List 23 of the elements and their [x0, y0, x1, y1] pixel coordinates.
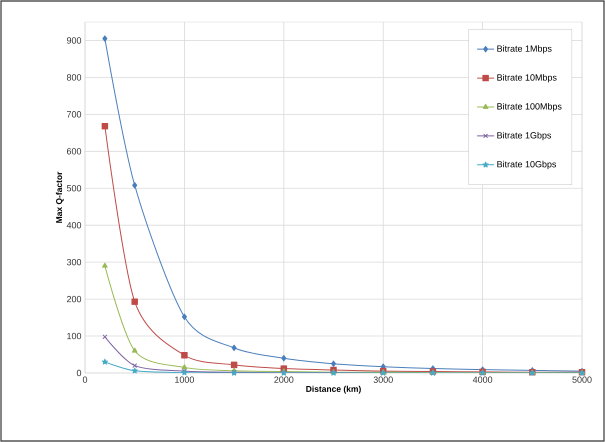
legend-label: Bitrate 1Mbps: [497, 45, 552, 54]
y-tick-label: 800: [66, 74, 82, 81]
x-tick-label: 2000: [274, 376, 294, 383]
x-tick-label: 3000: [374, 376, 393, 383]
legend-label: Bitrate 10Mbps: [497, 74, 557, 82]
legend-label: Bitrate 100Mbps: [497, 102, 562, 112]
x-tick-label: 0: [82, 376, 88, 383]
y-tick-label: 400: [66, 222, 82, 228]
y-axis-title: Max Q-factor: [56, 172, 64, 223]
y-tick-label: 500: [66, 185, 82, 192]
y-tick-label: 200: [66, 296, 82, 302]
y-tick-label: 100: [67, 332, 82, 340]
x-axis-title: Distance (km): [306, 386, 361, 394]
y-tick-label: 900: [66, 37, 82, 44]
legend-label: Bitrate 1Gbps: [497, 132, 552, 140]
y-tick-label: 0: [76, 370, 82, 376]
x-tick-label: 4000: [472, 376, 492, 383]
legend-label: Bitrate 10Gbps: [497, 160, 556, 170]
y-tick-label: 700: [66, 111, 82, 118]
y-tick-label: 600: [66, 148, 82, 154]
x-tick-label: 5000: [572, 376, 592, 383]
x-tick-label: 1000: [175, 376, 194, 383]
y-tick-label: 300: [66, 258, 82, 266]
